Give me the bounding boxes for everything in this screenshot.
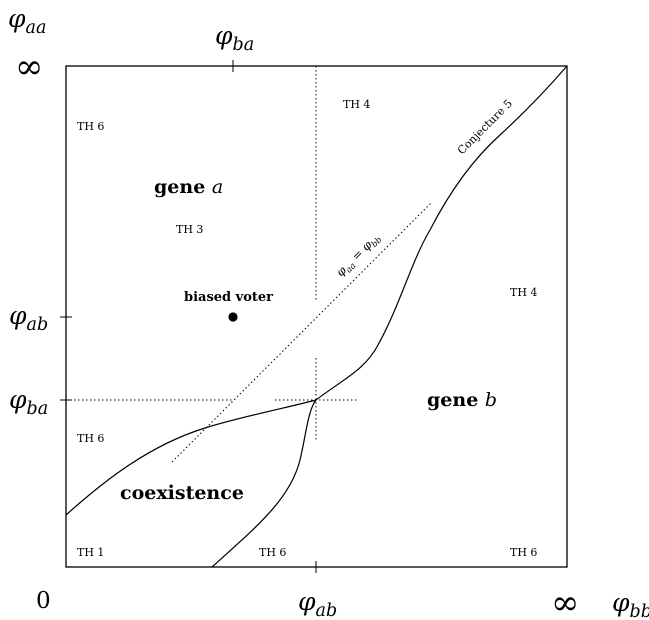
th1-label: TH 1 [77,546,104,559]
gene-a-label: gene a [154,176,223,198]
th4-top-label: TH 4 [343,98,370,111]
conjecture-label: Conjecture 5 [455,97,515,157]
x-axis-infinity: ∞ [551,583,579,620]
th4-right-label: TH 4 [510,286,537,299]
left-tick-label-ba: φba [9,385,48,419]
x-axis-label: φbb [612,588,649,620]
th6-bottom-right-label: TH 6 [510,546,537,559]
top-tick-label: φba [215,21,254,55]
coexistence-lower-boundary [211,399,317,568]
diagonal-dotted-line [171,201,433,463]
bottom-tick-label: φab [298,587,337,620]
th3-label: TH 3 [176,223,203,236]
th6-top-left-label: TH 6 [77,120,104,133]
biased-voter-label: biased voter [184,290,273,305]
diagonal-label: φaa = φbb [333,230,383,280]
gene-b-label: gene b [427,389,497,411]
th6-mid-left-label: TH 6 [77,432,104,445]
conjecture-boundary-curve [315,65,568,401]
th6-bottom-mid-label: TH 6 [259,546,286,559]
y-axis-infinity: ∞ [15,47,43,87]
y-axis-label: φaa [8,4,46,38]
coexistence-upper-boundary [65,399,317,516]
origin-label: 0 [36,588,51,614]
biased-voter-point [228,312,238,322]
left-tick-label-ab: φab [9,301,48,335]
coexistence-label: coexistence [120,482,244,504]
